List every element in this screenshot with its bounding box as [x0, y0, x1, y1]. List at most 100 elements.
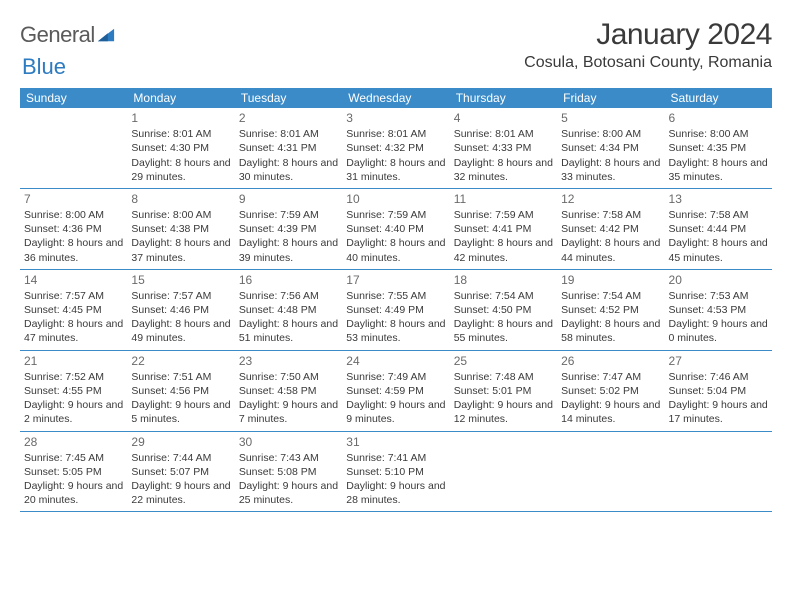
- week-row: 1Sunrise: 8:01 AMSunset: 4:30 PMDaylight…: [20, 108, 772, 189]
- day-cell: 10Sunrise: 7:59 AMSunset: 4:40 PMDayligh…: [342, 189, 449, 269]
- day-cell: 6Sunrise: 8:00 AMSunset: 4:35 PMDaylight…: [665, 108, 772, 188]
- daylight-text: Daylight: 8 hours and 51 minutes.: [239, 317, 338, 345]
- sunrise-text: Sunrise: 7:56 AM: [239, 289, 338, 303]
- sunrise-text: Sunrise: 7:57 AM: [131, 289, 230, 303]
- sunset-text: Sunset: 4:44 PM: [669, 222, 768, 236]
- sunrise-text: Sunrise: 7:59 AM: [346, 208, 445, 222]
- day-cell: 11Sunrise: 7:59 AMSunset: 4:41 PMDayligh…: [450, 189, 557, 269]
- sunset-text: Sunset: 5:04 PM: [669, 384, 768, 398]
- sunset-text: Sunset: 5:02 PM: [561, 384, 660, 398]
- sunrise-text: Sunrise: 8:00 AM: [131, 208, 230, 222]
- sunrise-text: Sunrise: 7:59 AM: [454, 208, 553, 222]
- day-cell: 1Sunrise: 8:01 AMSunset: 4:30 PMDaylight…: [127, 108, 234, 188]
- sunrise-text: Sunrise: 7:58 AM: [669, 208, 768, 222]
- day-number: 29: [131, 434, 230, 450]
- daylight-text: Daylight: 9 hours and 14 minutes.: [561, 398, 660, 426]
- sunrise-text: Sunrise: 8:01 AM: [346, 127, 445, 141]
- day-cell: [557, 432, 664, 512]
- day-number: 7: [24, 191, 123, 207]
- sunrise-text: Sunrise: 7:49 AM: [346, 370, 445, 384]
- sunrise-text: Sunrise: 7:48 AM: [454, 370, 553, 384]
- sunset-text: Sunset: 4:49 PM: [346, 303, 445, 317]
- week-row: 28Sunrise: 7:45 AMSunset: 5:05 PMDayligh…: [20, 432, 772, 513]
- day-cell: 2Sunrise: 8:01 AMSunset: 4:31 PMDaylight…: [235, 108, 342, 188]
- week-row: 14Sunrise: 7:57 AMSunset: 4:45 PMDayligh…: [20, 270, 772, 351]
- sunset-text: Sunset: 4:41 PM: [454, 222, 553, 236]
- daylight-text: Daylight: 8 hours and 47 minutes.: [24, 317, 123, 345]
- day-number: 20: [669, 272, 768, 288]
- sunset-text: Sunset: 4:59 PM: [346, 384, 445, 398]
- sunrise-text: Sunrise: 7:58 AM: [561, 208, 660, 222]
- day-number: 15: [131, 272, 230, 288]
- daylight-text: Daylight: 8 hours and 44 minutes.: [561, 236, 660, 264]
- day-number: 2: [239, 110, 338, 126]
- daylight-text: Daylight: 9 hours and 7 minutes.: [239, 398, 338, 426]
- sunrise-text: Sunrise: 7:46 AM: [669, 370, 768, 384]
- day-number: 3: [346, 110, 445, 126]
- day-number: 30: [239, 434, 338, 450]
- sunset-text: Sunset: 5:07 PM: [131, 465, 230, 479]
- day-cell: [450, 432, 557, 512]
- sunset-text: Sunset: 4:52 PM: [561, 303, 660, 317]
- daylight-text: Daylight: 8 hours and 29 minutes.: [131, 156, 230, 184]
- day-number: 26: [561, 353, 660, 369]
- sunset-text: Sunset: 4:55 PM: [24, 384, 123, 398]
- daylight-text: Daylight: 9 hours and 17 minutes.: [669, 398, 768, 426]
- daylight-text: Daylight: 8 hours and 31 minutes.: [346, 156, 445, 184]
- sunrise-text: Sunrise: 7:45 AM: [24, 451, 123, 465]
- sunset-text: Sunset: 4:40 PM: [346, 222, 445, 236]
- daylight-text: Daylight: 9 hours and 12 minutes.: [454, 398, 553, 426]
- daylight-text: Daylight: 9 hours and 9 minutes.: [346, 398, 445, 426]
- daylight-text: Daylight: 8 hours and 30 minutes.: [239, 156, 338, 184]
- logo-text-blue: Blue: [22, 54, 774, 80]
- daylight-text: Daylight: 8 hours and 49 minutes.: [131, 317, 230, 345]
- day-cell: 25Sunrise: 7:48 AMSunset: 5:01 PMDayligh…: [450, 351, 557, 431]
- sunrise-text: Sunrise: 7:47 AM: [561, 370, 660, 384]
- day-cell: 8Sunrise: 8:00 AMSunset: 4:38 PMDaylight…: [127, 189, 234, 269]
- day-cell: 17Sunrise: 7:55 AMSunset: 4:49 PMDayligh…: [342, 270, 449, 350]
- sunset-text: Sunset: 4:53 PM: [669, 303, 768, 317]
- sunset-text: Sunset: 4:35 PM: [669, 141, 768, 155]
- sunrise-text: Sunrise: 7:43 AM: [239, 451, 338, 465]
- daylight-text: Daylight: 9 hours and 22 minutes.: [131, 479, 230, 507]
- day-cell: 18Sunrise: 7:54 AMSunset: 4:50 PMDayligh…: [450, 270, 557, 350]
- sunrise-text: Sunrise: 7:44 AM: [131, 451, 230, 465]
- day-number: 1: [131, 110, 230, 126]
- day-number: 9: [239, 191, 338, 207]
- day-cell: 4Sunrise: 8:01 AMSunset: 4:33 PMDaylight…: [450, 108, 557, 188]
- daylight-text: Daylight: 9 hours and 25 minutes.: [239, 479, 338, 507]
- daylight-text: Daylight: 9 hours and 20 minutes.: [24, 479, 123, 507]
- sunrise-text: Sunrise: 8:01 AM: [239, 127, 338, 141]
- weekday-header: Monday: [127, 88, 234, 108]
- day-number: 4: [454, 110, 553, 126]
- day-cell: 15Sunrise: 7:57 AMSunset: 4:46 PMDayligh…: [127, 270, 234, 350]
- sunset-text: Sunset: 4:31 PM: [239, 141, 338, 155]
- daylight-text: Daylight: 8 hours and 35 minutes.: [669, 156, 768, 184]
- daylight-text: Daylight: 8 hours and 39 minutes.: [239, 236, 338, 264]
- daylight-text: Daylight: 9 hours and 5 minutes.: [131, 398, 230, 426]
- day-number: 11: [454, 191, 553, 207]
- day-cell: 21Sunrise: 7:52 AMSunset: 4:55 PMDayligh…: [20, 351, 127, 431]
- weeks-container: 1Sunrise: 8:01 AMSunset: 4:30 PMDaylight…: [20, 108, 772, 512]
- sunrise-text: Sunrise: 7:53 AM: [669, 289, 768, 303]
- weekday-header: Tuesday: [235, 88, 342, 108]
- sunrise-text: Sunrise: 8:01 AM: [131, 127, 230, 141]
- calendar: Sunday Monday Tuesday Wednesday Thursday…: [20, 88, 772, 512]
- day-number: 18: [454, 272, 553, 288]
- logo-text-general: General: [20, 22, 95, 48]
- logo-triangle-icon: [97, 26, 115, 44]
- daylight-text: Daylight: 8 hours and 45 minutes.: [669, 236, 768, 264]
- weekday-header: Sunday: [20, 88, 127, 108]
- daylight-text: Daylight: 8 hours and 32 minutes.: [454, 156, 553, 184]
- day-cell: 13Sunrise: 7:58 AMSunset: 4:44 PMDayligh…: [665, 189, 772, 269]
- day-cell: 19Sunrise: 7:54 AMSunset: 4:52 PMDayligh…: [557, 270, 664, 350]
- sunset-text: Sunset: 4:46 PM: [131, 303, 230, 317]
- sunset-text: Sunset: 4:33 PM: [454, 141, 553, 155]
- day-cell: 30Sunrise: 7:43 AMSunset: 5:08 PMDayligh…: [235, 432, 342, 512]
- day-number: 13: [669, 191, 768, 207]
- sunset-text: Sunset: 4:39 PM: [239, 222, 338, 236]
- day-cell: 20Sunrise: 7:53 AMSunset: 4:53 PMDayligh…: [665, 270, 772, 350]
- sunrise-text: Sunrise: 8:00 AM: [669, 127, 768, 141]
- daylight-text: Daylight: 8 hours and 37 minutes.: [131, 236, 230, 264]
- day-cell: 12Sunrise: 7:58 AMSunset: 4:42 PMDayligh…: [557, 189, 664, 269]
